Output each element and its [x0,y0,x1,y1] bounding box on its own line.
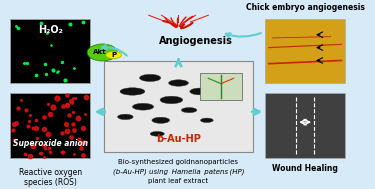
Text: b-Au-HP: b-Au-HP [156,134,201,144]
Ellipse shape [152,117,170,123]
Text: Bio-synthesized goldnanoparticles: Bio-synthesized goldnanoparticles [118,159,238,165]
Text: Chick embryo angiogenesis: Chick embryo angiogenesis [246,3,364,12]
Ellipse shape [150,132,164,136]
FancyBboxPatch shape [265,19,345,83]
FancyBboxPatch shape [104,61,253,153]
Ellipse shape [132,103,154,110]
FancyBboxPatch shape [200,73,242,100]
Ellipse shape [201,118,213,122]
Text: Angiogenesis: Angiogenesis [159,36,233,46]
Ellipse shape [169,80,188,86]
Text: Wound Healing: Wound Healing [272,164,338,173]
Text: P: P [111,52,116,58]
Text: Reactive oxygen
species (ROS): Reactive oxygen species (ROS) [18,168,82,187]
Ellipse shape [87,44,117,61]
Ellipse shape [118,114,133,120]
Ellipse shape [160,96,183,104]
FancyBboxPatch shape [10,93,90,158]
FancyBboxPatch shape [0,0,359,173]
Text: (b-Au-HP) using  Hamelia  patens (HP): (b-Au-HP) using Hamelia patens (HP) [113,169,244,175]
Ellipse shape [190,88,210,95]
Circle shape [106,51,122,59]
Text: plant leaf extract: plant leaf extract [148,178,208,184]
Ellipse shape [120,88,145,95]
Text: Akt: Akt [93,49,106,55]
Ellipse shape [182,108,197,113]
Text: H₂O₂: H₂O₂ [38,25,63,35]
FancyBboxPatch shape [10,19,90,83]
FancyBboxPatch shape [265,93,345,158]
Text: Superoxide anion: Superoxide anion [13,139,88,148]
Ellipse shape [140,74,161,81]
